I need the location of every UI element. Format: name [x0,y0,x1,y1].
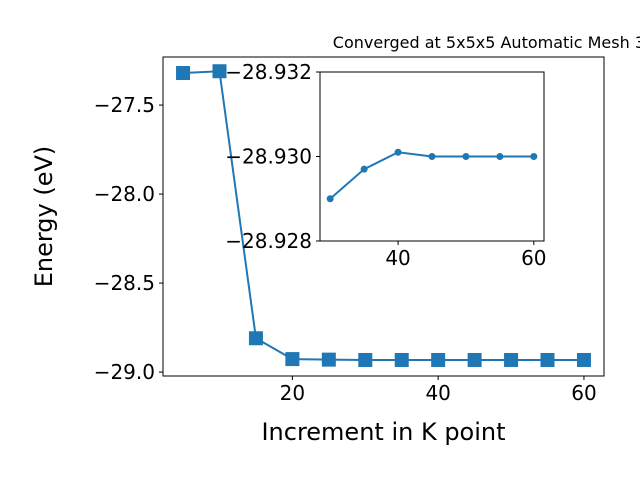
marker [467,352,482,367]
marker [431,352,446,367]
marker [504,352,519,367]
x-tick-label: 40 [385,246,410,270]
y-tick-label: −28.930 [225,145,312,169]
marker [176,66,191,81]
marker [358,352,373,367]
x-tick-label: 40 [425,381,450,405]
marker [394,352,409,367]
marker [428,153,436,160]
marker [530,153,538,160]
x-tick-label: 60 [521,246,546,270]
marker [360,165,368,173]
y-tick-label: −28.0 [94,182,155,206]
x-tick-label: 20 [280,381,305,405]
y-tick-label: −29.0 [94,360,155,384]
marker [321,352,336,367]
x-axis-label: Increment in K point [261,418,505,446]
marker [576,352,591,367]
y-axis-label: Energy (eV) [30,146,58,288]
marker [248,331,263,346]
marker [285,352,300,367]
marker [326,195,334,203]
y-tick-label: −28.928 [225,229,312,253]
x-tick-label: 60 [571,381,596,405]
y-tick-label: −28.932 [225,60,312,84]
marker [212,64,227,79]
y-tick-label: −27.5 [94,93,155,117]
y-tick-label: −28.5 [94,271,155,295]
chart-title: Converged at 5x5x5 Automatic Mesh 35 [333,33,640,52]
marker [394,148,402,156]
marker [496,153,504,160]
marker [540,352,555,367]
marker [462,153,470,160]
